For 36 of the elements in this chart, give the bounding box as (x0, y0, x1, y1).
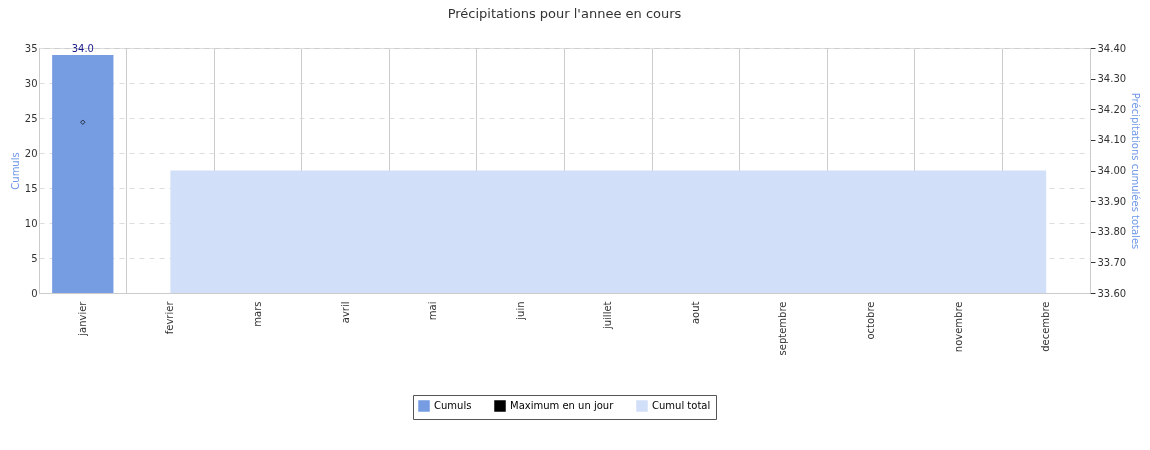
x-tick-label: mars (251, 301, 263, 327)
y-tick-label: 30 (24, 77, 38, 89)
x-tick-label: septembre (777, 301, 789, 356)
x-tick-label: octobre (865, 301, 877, 340)
x-tick-label: mai (427, 301, 439, 321)
x-tick-label: novembre (952, 301, 964, 353)
y2-tick-label: 34.40 (1097, 42, 1127, 54)
x-tick-label: aout (689, 301, 701, 325)
y2-tick-label: 33.70 (1097, 256, 1127, 268)
y2-tick-label: 34.10 (1097, 134, 1127, 146)
y-tick-label: 10 (24, 217, 38, 229)
y-tick-label: 20 (24, 147, 38, 159)
y2-axis-title: Précipitations cumulées totales (1130, 92, 1142, 250)
x-tick-label: janvier (76, 300, 88, 337)
legend-label: Maximum en un jour (510, 400, 615, 411)
data-label: 34.0 (71, 43, 94, 54)
legend-label: Cumuls (434, 400, 472, 411)
y2-tick-label: 34.00 (1097, 165, 1127, 176)
y2-tick-label: 33.60 (1097, 287, 1127, 299)
x-tick-label: juin (514, 301, 526, 321)
y-tick-label: 0 (31, 287, 38, 299)
legend-label: Cumul total (652, 400, 711, 411)
chart-title: Précipitations pour l'annee en cours (447, 6, 682, 21)
y-tick-label: 5 (31, 252, 38, 264)
y-axis-title: Cumuls (9, 152, 21, 190)
y-tick-label: 35 (24, 42, 38, 54)
x-tick-label: decembre (1040, 301, 1052, 352)
y2-tick-label: 33.90 (1097, 195, 1127, 207)
y2-tick-label: 33.80 (1097, 226, 1127, 238)
y-tick-label: 15 (24, 182, 38, 194)
y2-tick-label: 34.30 (1097, 73, 1127, 85)
y-tick-label: 25 (24, 112, 38, 124)
x-tick-label: fevrier (164, 300, 176, 335)
x-tick-label: juillet (602, 301, 614, 331)
y2-tick-label: 34.20 (1097, 103, 1127, 115)
x-tick-label: avril (339, 301, 351, 324)
